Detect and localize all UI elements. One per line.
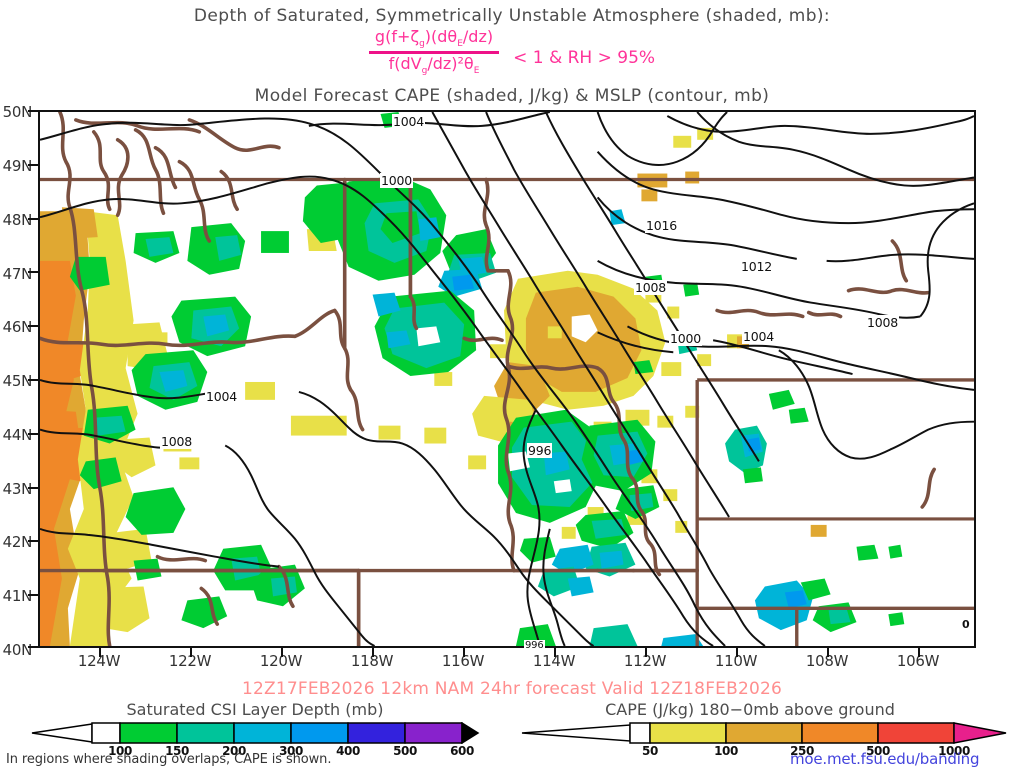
map-canvas	[40, 112, 974, 646]
model-run-valid-text: 12Z17FEB2026 12km NAM 24hr forecast Vali…	[241, 679, 783, 699]
y-tick-label: 48N	[2, 211, 33, 229]
formula-num-b: )(dθ	[424, 27, 458, 46]
y-tick-label: 47N	[2, 265, 33, 283]
x-tick-label: 114W	[532, 652, 576, 670]
x-tick-label: 118W	[350, 652, 394, 670]
csi-colorbar[interactable]: 100 150 200 300 400 500 600	[30, 722, 480, 758]
x-tick-label: 110W	[714, 652, 758, 670]
y-tick-label: 42N	[2, 533, 33, 551]
formula-num-c: /dz)	[462, 27, 494, 46]
cape-tick: 50	[642, 744, 658, 758]
page-title: Depth of Saturated, Symmetrically Unstab…	[193, 6, 831, 26]
y-tick-label: 44N	[2, 426, 33, 444]
csi-tick: 600	[450, 744, 474, 758]
geography-layer	[40, 112, 974, 646]
y-tick-label: 50N	[2, 103, 33, 121]
cape-colorbar[interactable]: 50 100 250 500 1000	[520, 722, 1010, 758]
csi-tick: 150	[165, 744, 189, 758]
corner-value-label: 0	[962, 618, 970, 631]
forecast-map[interactable]	[38, 110, 976, 648]
formula-num-sub-a: g	[419, 39, 425, 50]
csi-tick: 100	[108, 744, 132, 758]
contour-label: 1004	[205, 389, 239, 404]
x-tick-label: 108W	[805, 652, 849, 670]
csi-tick: 200	[222, 744, 246, 758]
cape-shading-layer	[40, 127, 827, 646]
formula-den-b: /dz)²θ	[427, 53, 474, 73]
csi-tick: 500	[393, 744, 417, 758]
source-url-link[interactable]: moe.met.fsu.edu/banding	[790, 750, 980, 768]
formula-den-a: f(dV	[388, 53, 422, 73]
contour-label: 1008	[866, 315, 900, 330]
cape-tick: 1000	[938, 744, 970, 758]
formula-den-sub-a: g	[421, 66, 428, 77]
state-borders-layer	[40, 179, 974, 646]
contour-label: 1000	[380, 173, 414, 188]
contour-label: 1004	[392, 114, 426, 129]
contour-label: 1004	[742, 329, 776, 344]
y-tick-label: 49N	[2, 157, 33, 175]
contour-label: 1012	[740, 259, 774, 274]
y-tick-label: 41N	[2, 587, 33, 605]
formula-den-sub-b: E	[473, 66, 480, 77]
y-tick-label: 43N	[2, 480, 33, 498]
formula-fraction: g(f+ζg)(dθE/dz) f(dVg/dz)²θE	[368, 28, 500, 77]
x-tick-label: 120W	[259, 652, 303, 670]
x-tick-label: 116W	[441, 652, 485, 670]
x-tick-label: 122W	[168, 652, 212, 670]
contour-label: 1008	[634, 280, 668, 295]
csi-colorbar-title: Saturated CSI Layer Depth (mb)	[126, 700, 384, 719]
formula-condition: < 1 & RH > 95%	[513, 48, 656, 69]
x-tick-label: 106W	[896, 652, 940, 670]
x-tick-label: 124W	[77, 652, 121, 670]
contour-label: 1016	[645, 218, 679, 233]
formula-denominator: f(dVg/dz)²θE	[383, 54, 486, 77]
csi-criterion-formula: g(f+ζg)(dθE/dz) f(dVg/dz)²θE < 1 & RH > …	[0, 28, 1024, 77]
cape-colorbar-title: CAPE (J/kg) 180−0mb above ground	[605, 700, 895, 719]
formula-num-sub-b: E	[457, 39, 463, 50]
y-tick-label: 45N	[2, 372, 33, 390]
cape-tick: 100	[714, 744, 738, 758]
csi-colorbar-swatches	[31, 722, 480, 744]
y-tick-label: 46N	[2, 318, 33, 336]
contour-label: 1000	[669, 331, 703, 346]
formula-num-a: g(f+ζ	[374, 27, 420, 46]
x-tick-label: 112W	[623, 652, 667, 670]
formula-divider	[368, 50, 500, 54]
csi-tick: 300	[279, 744, 303, 758]
contour-label: 996	[524, 640, 545, 651]
cape-tick: 500	[866, 744, 890, 758]
cape-colorbar-swatches	[521, 722, 1007, 744]
y-tick-label: 40N	[2, 641, 33, 659]
contour-label: 1008	[160, 434, 194, 449]
page-subtitle: Model Forecast CAPE (shaded, J/kg) & MSL…	[254, 86, 770, 106]
csi-tick: 400	[336, 744, 360, 758]
overlap-note: In regions where shading overlaps, CAPE …	[6, 752, 332, 767]
cape-tick: 250	[790, 744, 814, 758]
contour-label: 996	[527, 443, 553, 458]
formula-numerator: g(f+ζg)(dθE/dz)	[369, 28, 499, 51]
